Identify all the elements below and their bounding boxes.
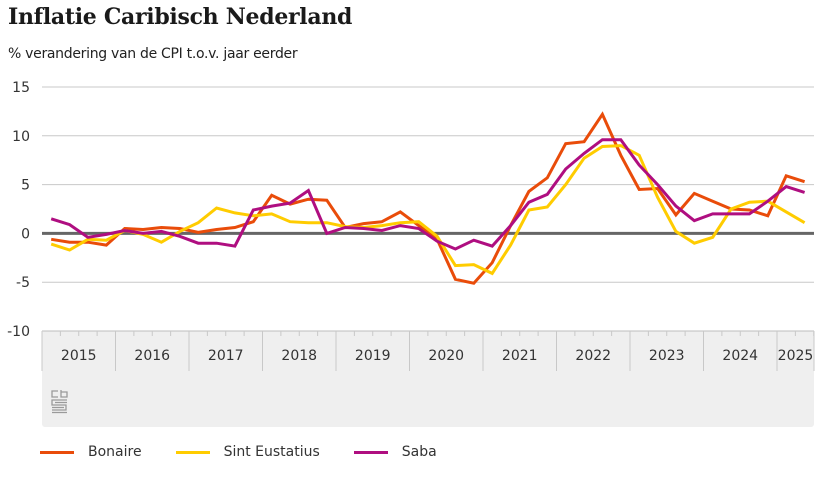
series-line-sint-eustatius <box>50 144 806 276</box>
y-tick-label: 5 <box>21 178 30 194</box>
x-tick-label: 2020 <box>428 348 464 364</box>
x-axis-background <box>42 331 814 427</box>
x-tick-label: 2024 <box>722 348 758 364</box>
y-tick-label: 0 <box>21 226 30 242</box>
x-tick-label: 2015 <box>61 348 97 364</box>
y-tick-label: -10 <box>7 324 30 340</box>
legend-item: Sint Eustatius <box>175 444 320 460</box>
chart-title: Inflatie Caribisch Nederland <box>8 4 353 30</box>
series-lines <box>50 111 806 285</box>
y-tick-label: -5 <box>16 275 30 291</box>
x-tick-label: 2021 <box>502 348 538 364</box>
y-axis: 15 10 5 0 -5 -10 <box>7 80 30 340</box>
legend-swatch <box>40 450 74 454</box>
cbs-logo-icon <box>51 390 68 414</box>
legend-item: Bonaire <box>40 444 142 460</box>
gridlines <box>42 86 814 332</box>
x-axis: 2015 2016 2017 2018 2019 2020 2021 2022 2023 2024… <box>41 331 815 371</box>
chart-subtitle: % verandering van de CPI t.o.v. jaar eer… <box>8 46 298 62</box>
legend: Bonaire Sint Eustatius Saba <box>40 444 471 460</box>
series-line-saba <box>50 138 806 251</box>
legend-label: Sint Eustatius <box>223 444 320 460</box>
legend-label: Bonaire <box>88 444 142 460</box>
x-tick-label: 2025 <box>778 348 814 364</box>
x-tick-label: 2018 <box>281 348 317 364</box>
y-tick-label: 10 <box>12 129 30 145</box>
legend-swatch <box>353 450 388 454</box>
x-tick-label: 2023 <box>649 348 685 364</box>
y-tick-label: 15 <box>12 80 30 96</box>
x-tick-label: 2016 <box>134 348 170 364</box>
series-line-bonaire <box>50 111 806 285</box>
legend-item: Saba <box>353 444 437 460</box>
x-tick-label: 2017 <box>208 348 244 364</box>
x-tick-label: 2022 <box>575 348 611 364</box>
legend-label: Saba <box>401 444 437 460</box>
legend-swatch <box>175 450 210 454</box>
x-tick-label: 2019 <box>355 348 391 364</box>
x-axis-band <box>42 331 814 427</box>
